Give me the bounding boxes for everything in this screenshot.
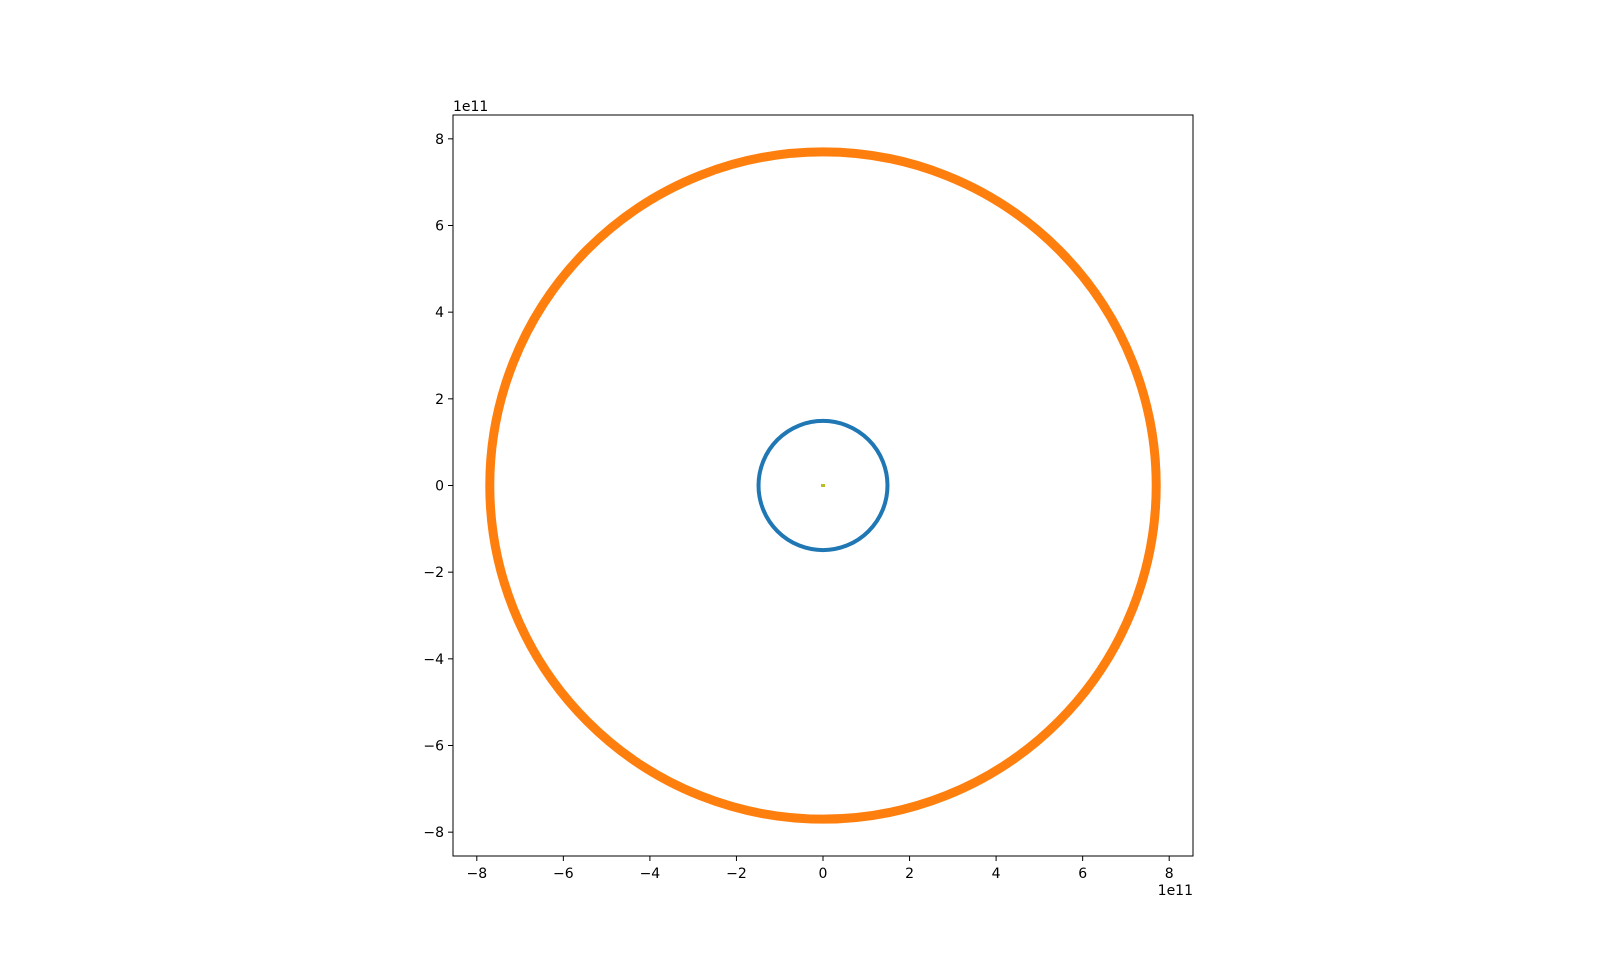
center-point-0 <box>821 484 825 487</box>
y-tick-label: 2 <box>435 392 444 408</box>
y-tick-label: 8 <box>435 132 444 148</box>
x-tick-label: −8 <box>466 866 487 882</box>
y-tick-label: −2 <box>423 565 444 581</box>
x-tick-label: −6 <box>553 866 574 882</box>
x-axis-offset-label: 1e11 <box>1158 883 1193 899</box>
y-tick-label: 6 <box>435 219 444 235</box>
plot-frame <box>452 114 1194 857</box>
y-tick-label: 4 <box>435 305 444 321</box>
y-axis-offset-label: 1e11 <box>453 99 488 115</box>
y-tick-label: 0 <box>435 479 444 495</box>
orbit-series-2 <box>485 147 1161 824</box>
x-tick-label: 0 <box>819 866 828 882</box>
y-tick-label: −4 <box>423 652 444 668</box>
orbit-series-1 <box>756 418 890 553</box>
x-tick-label: 2 <box>905 866 914 882</box>
y-tick-label: −6 <box>423 739 444 755</box>
x-axis: −8 −6 −4 −2 0 2 4 6 8 <box>466 856 1174 882</box>
x-tick-label: 6 <box>1078 866 1087 882</box>
x-tick-label: 8 <box>1165 866 1174 882</box>
y-axis: −8 −6 −4 −2 0 2 4 6 8 <box>423 132 453 841</box>
y-tick-label: −8 <box>423 825 444 841</box>
plot-area <box>485 147 1161 824</box>
x-tick-label: −2 <box>726 866 747 882</box>
x-tick-label: 4 <box>992 866 1001 882</box>
x-tick-label: −4 <box>640 866 661 882</box>
